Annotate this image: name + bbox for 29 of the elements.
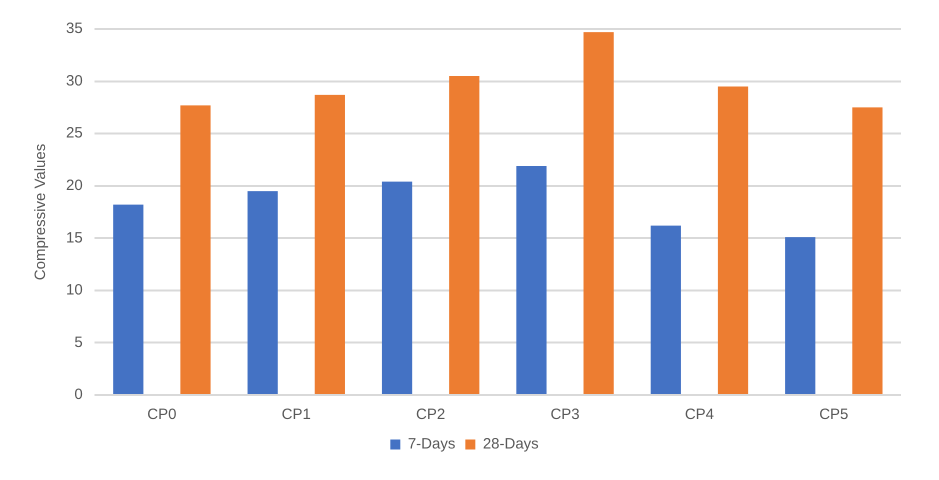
y-tick-label: 5 xyxy=(74,334,83,351)
bar xyxy=(113,204,144,394)
y-tick-label: 0 xyxy=(74,386,83,404)
x-tick-label: CP3 xyxy=(550,406,580,424)
bar xyxy=(449,76,480,394)
y-tick-label: 20 xyxy=(66,177,83,194)
bar xyxy=(516,166,547,394)
y-tick-label: 35 xyxy=(66,20,83,38)
bar xyxy=(785,237,816,394)
bar xyxy=(650,226,681,394)
x-tick-label: CP4 xyxy=(684,406,714,424)
legend-label: 7-Days xyxy=(408,436,456,453)
bar xyxy=(248,191,278,394)
bar xyxy=(584,32,614,394)
bar xyxy=(852,107,883,394)
x-tick-label: CP1 xyxy=(282,406,311,424)
x-tick-label: CP0 xyxy=(147,406,176,424)
y-tick-label: 25 xyxy=(66,124,83,142)
legend-label: 28-Days xyxy=(482,436,539,453)
bar xyxy=(180,105,211,394)
y-axis-title: Compressive Values xyxy=(32,144,50,280)
bar xyxy=(382,182,412,394)
y-tick-label: 30 xyxy=(66,72,83,90)
bar xyxy=(718,86,748,394)
x-tick-label: CP5 xyxy=(819,406,848,424)
x-tick-label: CP2 xyxy=(416,406,446,424)
bar xyxy=(314,94,345,394)
y-tick-label: 15 xyxy=(66,229,83,246)
y-tick-label: 10 xyxy=(66,282,83,299)
